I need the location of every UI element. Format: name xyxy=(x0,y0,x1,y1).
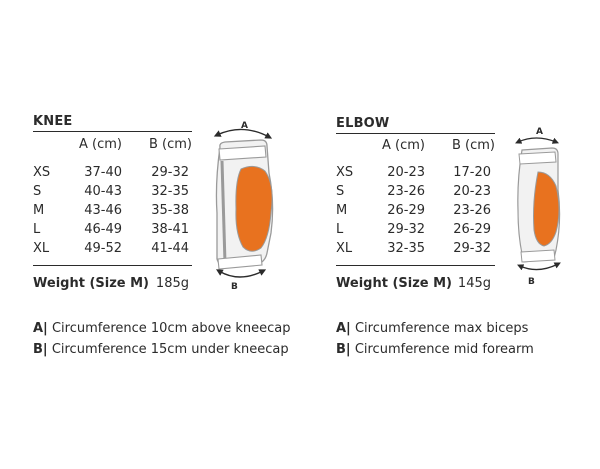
elbow-b-value: 17-20 xyxy=(453,165,491,180)
knee-b-value: 29-32 xyxy=(151,165,189,180)
elbow-size: M xyxy=(336,203,348,218)
elbow-arrow-a xyxy=(515,137,560,144)
knee-legend-a-text: Circumference 10cm above kneecap xyxy=(51,321,291,336)
knee-legend-a-key: A| xyxy=(33,321,48,336)
elbow-size: S xyxy=(336,184,345,199)
knee-a-value: 40-43 xyxy=(84,184,122,199)
elbow-a-value: 32-35 xyxy=(387,241,425,256)
knee-b-value: 35-38 xyxy=(151,203,189,218)
elbow-legend-a: A| Circumference max biceps xyxy=(336,321,528,336)
knee-a-value: 46-49 xyxy=(84,222,122,237)
elbow-title: ELBOW xyxy=(336,116,390,131)
elbow-size: XL xyxy=(336,241,353,256)
knee-title: KNEE xyxy=(33,114,73,129)
knee-size: XS xyxy=(33,165,51,180)
elbow-legend-b-key: B| xyxy=(336,342,351,357)
elbow-a-value: 20-23 xyxy=(387,165,425,180)
knee-orange-cap xyxy=(235,165,273,252)
knee-size: XL xyxy=(33,241,50,256)
elbow-b-value: 29-32 xyxy=(453,241,491,256)
knee-a-value: 37-40 xyxy=(84,165,122,180)
elbow-legend-a-text: Circumference max biceps xyxy=(354,321,529,336)
knee-col-a-header: A (cm) xyxy=(79,137,122,152)
elbow-top-strap xyxy=(518,151,557,165)
knee-legend-b: B| Circumference 15cm under kneecap xyxy=(33,342,289,357)
knee-weight-value: 185g xyxy=(155,276,189,291)
knee-col-b-header: B (cm) xyxy=(148,137,192,152)
elbow-label-a: A xyxy=(536,127,543,137)
elbow-arrow-b xyxy=(517,262,561,271)
elbow-weight-label: Weight (Size M) xyxy=(336,276,452,291)
elbow-legend-b-text: Circumference mid forearm xyxy=(354,342,534,357)
knee-top-strap xyxy=(218,145,267,161)
knee-title-rule xyxy=(33,131,192,132)
elbow-title-rule xyxy=(336,133,495,134)
elbow-orange-cap xyxy=(533,171,560,247)
knee-side-hinge xyxy=(220,160,227,264)
elbow-bottom-strap xyxy=(520,249,556,263)
knee-size: L xyxy=(33,222,41,237)
knee-b-value: 38-41 xyxy=(151,222,189,237)
elbow-a-value: 29-32 xyxy=(387,222,425,237)
knee-size: S xyxy=(33,184,42,199)
knee-weight-label: Weight (Size M) xyxy=(33,276,149,291)
elbow-legend-b: B| Circumference mid forearm xyxy=(336,342,534,357)
elbow-b-value: 23-26 xyxy=(453,203,491,218)
elbow-legend-a-key: A| xyxy=(336,321,351,336)
elbow-weight-rule xyxy=(336,265,495,266)
knee-bottom-strap xyxy=(217,254,263,270)
elbow-size: L xyxy=(336,222,344,237)
knee-pad-diagram: A B xyxy=(213,121,274,292)
elbow-label-b: B xyxy=(528,277,535,287)
elbow-b-value: 20-23 xyxy=(453,184,491,199)
knee-size: M xyxy=(33,203,45,218)
knee-arrow-b xyxy=(215,269,267,278)
elbow-col-b-header: B (cm) xyxy=(451,138,495,153)
knee-legend-a: A| Circumference 10cm above kneecap xyxy=(33,321,291,336)
knee-b-value: 41-44 xyxy=(151,241,189,256)
elbow-a-value: 23-26 xyxy=(387,184,425,199)
elbow-a-value: 26-29 xyxy=(387,203,425,218)
knee-label-a: A xyxy=(241,121,248,131)
knee-arrow-a xyxy=(213,128,273,139)
knee-legend-b-key: B| xyxy=(33,342,48,357)
knee-a-value: 43-46 xyxy=(84,203,122,218)
elbow-pad-diagram: A B xyxy=(515,127,561,287)
elbow-b-value: 26-29 xyxy=(453,222,491,237)
elbow-weight-value: 145g xyxy=(457,276,491,291)
knee-b-value: 32-35 xyxy=(151,184,189,199)
knee-label-b: B xyxy=(231,282,238,292)
knee-a-value: 49-52 xyxy=(84,241,122,256)
knee-weight-rule xyxy=(33,265,192,266)
knee-legend-b-text: Circumference 15cm under kneecap xyxy=(51,342,289,357)
elbow-col-a-header: A (cm) xyxy=(382,138,425,153)
elbow-size: XS xyxy=(336,165,354,180)
